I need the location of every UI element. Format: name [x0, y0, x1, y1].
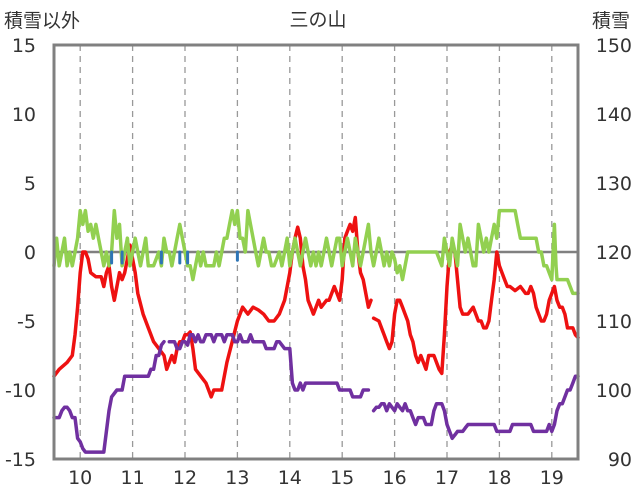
series-1-segment-0	[52, 208, 580, 296]
x-tick-3: 13	[225, 467, 249, 489]
x-tick-4: 14	[278, 467, 302, 489]
x-tick-2: 12	[173, 467, 197, 489]
x-tick-8: 18	[487, 467, 511, 489]
right-tick-3: 120	[596, 242, 632, 264]
left-tick-4: -5	[17, 311, 36, 333]
series-2-segment-1	[167, 333, 371, 399]
right-tick-2: 130	[596, 173, 632, 195]
left-tick-2: 5	[24, 173, 36, 195]
left-tick-6: -15	[5, 449, 36, 471]
x-tick-5: 15	[330, 467, 354, 489]
x-tick-9: 19	[540, 467, 564, 489]
left-tick-5: -10	[5, 380, 36, 402]
right-tick-labels: 150 140 130 120 110 100 90	[596, 35, 632, 471]
right-tick-4: 110	[596, 311, 632, 333]
left-tick-0: 15	[12, 35, 36, 57]
plot-frame	[52, 43, 580, 461]
series-0-segment-1	[371, 243, 580, 376]
left-tick-1: 10	[12, 104, 36, 126]
series-2-segment-2	[371, 374, 580, 441]
right-axis-label: 積雪	[592, 10, 630, 32]
series-0-segment-0	[52, 215, 373, 399]
right-tick-1: 140	[596, 104, 632, 126]
right-tick-5: 100	[596, 380, 632, 402]
x-tick-1: 11	[121, 467, 145, 489]
right-tick-0: 150	[596, 35, 632, 57]
chart-title: 三の山	[289, 9, 346, 31]
left-tick-labels: 15 10 5 0 -5 -10 -15	[5, 35, 36, 471]
x-tick-labels: 10 11 12 13 14 15 16 17 18 19	[68, 467, 564, 489]
x-tick-7: 17	[435, 467, 459, 489]
vertical-gridlines	[79, 45, 553, 459]
x-tick-0: 10	[68, 467, 92, 489]
right-tick-6: 90	[608, 449, 632, 471]
series-2-segment-0	[52, 339, 166, 454]
left-tick-3: 0	[24, 242, 36, 264]
x-tick-6: 16	[383, 467, 407, 489]
series-group	[52, 208, 580, 454]
left-axis-label: 積雪以外	[4, 10, 80, 32]
